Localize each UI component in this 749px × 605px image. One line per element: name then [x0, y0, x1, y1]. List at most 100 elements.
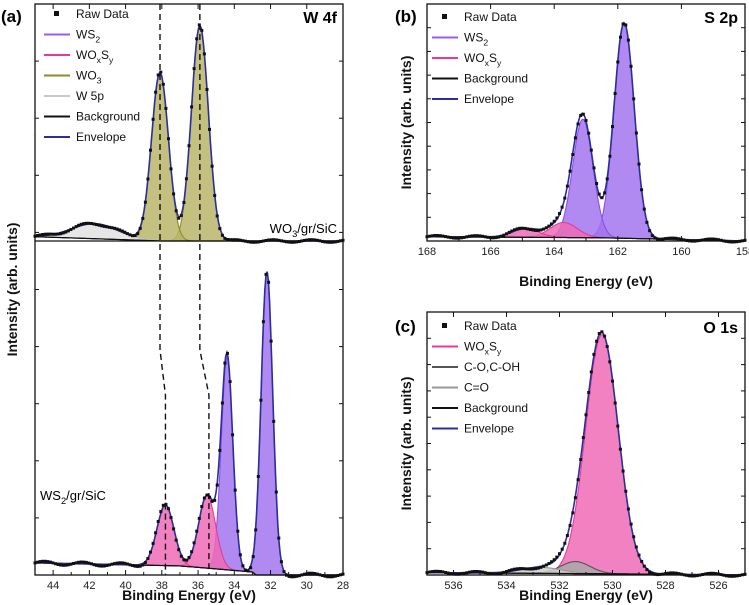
panel-b-raw-point — [520, 226, 524, 230]
panel-c-raw-point — [475, 570, 479, 573]
panel-a-xtick-label: 44 — [47, 580, 59, 592]
panel-a-ws2-raw-point — [84, 560, 88, 564]
panel-c-raw-point — [491, 572, 495, 576]
panel-a-wo3-raw-point — [184, 177, 188, 181]
panel-a-ws2-raw-point — [102, 564, 106, 568]
panel-a-ws2-envelope-line — [35, 271, 343, 576]
panel-c-raw-point — [515, 567, 519, 571]
panel-b-raw-point — [626, 38, 630, 42]
panel-a-legend-label-6: Envelope — [76, 130, 126, 144]
panel-a-ws2-raw-point — [233, 488, 237, 492]
panel-a-wo3-raw-point — [141, 217, 145, 220]
panel-b-raw-point — [645, 220, 649, 224]
panel-b-raw-point — [592, 166, 596, 170]
panel-a-wo3-raw-point — [333, 240, 337, 244]
panel-c-raw-point — [512, 567, 516, 571]
panel-a-ws2-raw-point — [43, 559, 47, 563]
panel-a-wo3-raw-point — [113, 226, 117, 230]
panel-c-raw-point — [679, 572, 683, 576]
panel-a-wo3-raw-point — [238, 238, 242, 242]
panel-a-wo3-raw-point — [46, 232, 50, 236]
panel-a-ws2-raw-point — [105, 564, 109, 567]
panel-a-ws2-raw-point — [61, 563, 65, 567]
panel-b-legend-label-2: WOxSy — [464, 51, 502, 68]
panel-b-raw-point — [462, 235, 466, 239]
panel-c: 536 534 532 530 528 526 Raw Data WOxSy C-O,C-OH C… — [395, 311, 747, 603]
panel-a-ws2-raw-point — [269, 339, 273, 343]
panel-b-raw-point — [573, 136, 577, 140]
panel-a-ws2-raw-point — [210, 499, 214, 503]
panel-a-legend-label-2: WOxSy — [76, 48, 114, 65]
panel-a-ws2-raw-point — [66, 563, 70, 567]
panel-a-ws2-raw-point — [79, 560, 83, 564]
panel-c-raw-point — [462, 571, 466, 575]
panel-b-raw-point — [730, 240, 734, 244]
panel-a-ws2-raw-point — [295, 574, 299, 578]
panel-a-ws2-raw-point — [41, 559, 45, 563]
panel-a-wo3-raw-point — [110, 226, 114, 230]
panel-c-raw-point — [584, 413, 588, 417]
panel-b-raw-point — [579, 114, 583, 117]
panel-a-ws2-raw-point — [97, 564, 101, 568]
panel-b-raw-point — [536, 228, 540, 232]
panel-c-raw-point — [618, 447, 622, 451]
panel-b-raw-point — [632, 97, 636, 101]
panel-b-raw-point — [581, 112, 585, 116]
panel-a-wo3-raw-point — [161, 82, 165, 86]
panel-b-raw-point — [513, 228, 516, 232]
panel-a-ws2-raw-point — [110, 562, 114, 566]
panel-b-raw-point — [473, 234, 477, 238]
panel-c-raw-point — [497, 572, 501, 576]
panel-c-xtick-label: 526 — [709, 580, 727, 592]
panel-a-ws2-raw-point — [69, 562, 73, 566]
panel-a-ws2-raw-point — [141, 563, 145, 567]
panel-a-wo3-raw-point — [323, 240, 327, 244]
panel-b-raw-point — [613, 92, 617, 95]
panel-b-raw-point — [629, 64, 633, 68]
panel-a-ws2-raw-point — [205, 493, 209, 497]
panel-c-raw-point — [611, 379, 614, 383]
panel-b-raw-point — [478, 234, 482, 238]
panel-c-raw-point — [724, 574, 728, 578]
panel-a-wo3-raw-point — [315, 238, 319, 242]
panel-c-raw-point — [709, 571, 713, 575]
panel-a-ws2-raw-point — [187, 556, 191, 559]
panel-a-wo3-raw-point — [210, 164, 214, 168]
panel-a-wo3-raw-point — [118, 228, 122, 232]
panel-a-ws2-raw-point — [56, 563, 60, 566]
panel-c-raw-point — [595, 339, 599, 343]
panel-c-raw-point — [433, 569, 437, 573]
panel-b-raw-point — [653, 236, 657, 240]
panel-a-ws2-raw-point — [282, 570, 286, 574]
panel-b-raw-point — [682, 238, 686, 242]
panel-a-wo3-raw-point — [287, 240, 291, 244]
panel-b-xtick-label: 160 — [672, 246, 690, 258]
panel-b-raw-point — [727, 240, 731, 244]
panel-b-raw-point — [467, 234, 471, 238]
panel-b-raw-point — [491, 236, 495, 240]
panel-a-wo3-raw-point — [277, 238, 281, 242]
panel-a-wo3-raw-point — [251, 240, 255, 244]
panel-a-ws2-raw-point — [118, 561, 122, 565]
panel-a-ws2-raw-point — [215, 483, 219, 487]
panel-c-legend-label-0: Raw Data — [464, 319, 517, 333]
panel-c-raw-point — [624, 489, 628, 493]
panel-a-wo3-raw-point — [182, 201, 186, 204]
panel-a-wo3-raw-point — [84, 221, 88, 225]
panel-a-wo3-raw-point — [51, 232, 55, 236]
panel-c-ylabel: Intensity (arb. units) — [398, 377, 414, 511]
panel-a-xtick-label: 28 — [337, 580, 349, 592]
panel-a-wo3-raw-point — [82, 222, 86, 226]
panel-b-raw-point — [719, 238, 723, 242]
panel-c-raw-point — [629, 522, 633, 526]
panel-b-raw-point — [470, 234, 474, 238]
panel-a-ws2-raw-point — [236, 529, 240, 533]
panel-c-letter: (c) — [395, 317, 416, 336]
panel-a-ws2-raw-point — [136, 564, 140, 568]
panel-a-wo3-raw-point — [120, 229, 124, 233]
panel-a-wo3-raw-point — [146, 177, 150, 181]
panel-b-legend-label-1: WS2 — [464, 31, 488, 48]
panel-c-raw-point — [446, 571, 450, 575]
panel-c-raw-point — [531, 567, 535, 571]
panel-b-ylabel: Intensity (arb. units) — [398, 56, 414, 190]
